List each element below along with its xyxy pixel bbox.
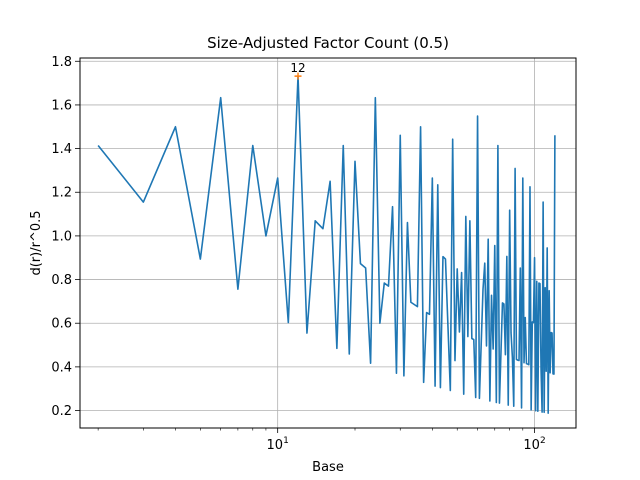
plot-frame <box>79 57 577 429</box>
highlight-label: 12 <box>290 61 305 75</box>
y-tick-label: 1.2 <box>51 186 72 201</box>
x-tick-label: 102 <box>523 436 545 453</box>
highlight-marker <box>294 72 302 80</box>
y-tick-label: 0.4 <box>51 360 72 375</box>
y-tick-label: 1.4 <box>51 142 72 157</box>
y-tick-label: 1.6 <box>51 98 72 113</box>
series-line <box>97 75 556 414</box>
x-axis-ticks: 101 102 <box>97 428 546 453</box>
y-tick-label: 0.8 <box>51 273 72 288</box>
y-tick-label: 1.0 <box>51 229 72 244</box>
grid-lines <box>80 58 576 428</box>
x-tick-label: 101 <box>267 436 289 453</box>
y-tick-label: 1.8 <box>51 55 72 70</box>
y-tick-label: 0.6 <box>51 317 72 332</box>
y-axis-label: d(r)/r^0.5 <box>29 210 44 275</box>
series-layer <box>97 75 556 414</box>
y-tick-label: 0.2 <box>51 404 72 419</box>
y-axis-ticks: 0.2 0.4 0.6 0.8 1.0 1.2 1.4 1.6 1.8 <box>51 55 80 419</box>
x-axis-label: Base <box>312 460 344 475</box>
highlight-layer: 12 <box>290 61 306 80</box>
chart-title: Size-Adjusted Factor Count (0.5) <box>207 34 449 52</box>
